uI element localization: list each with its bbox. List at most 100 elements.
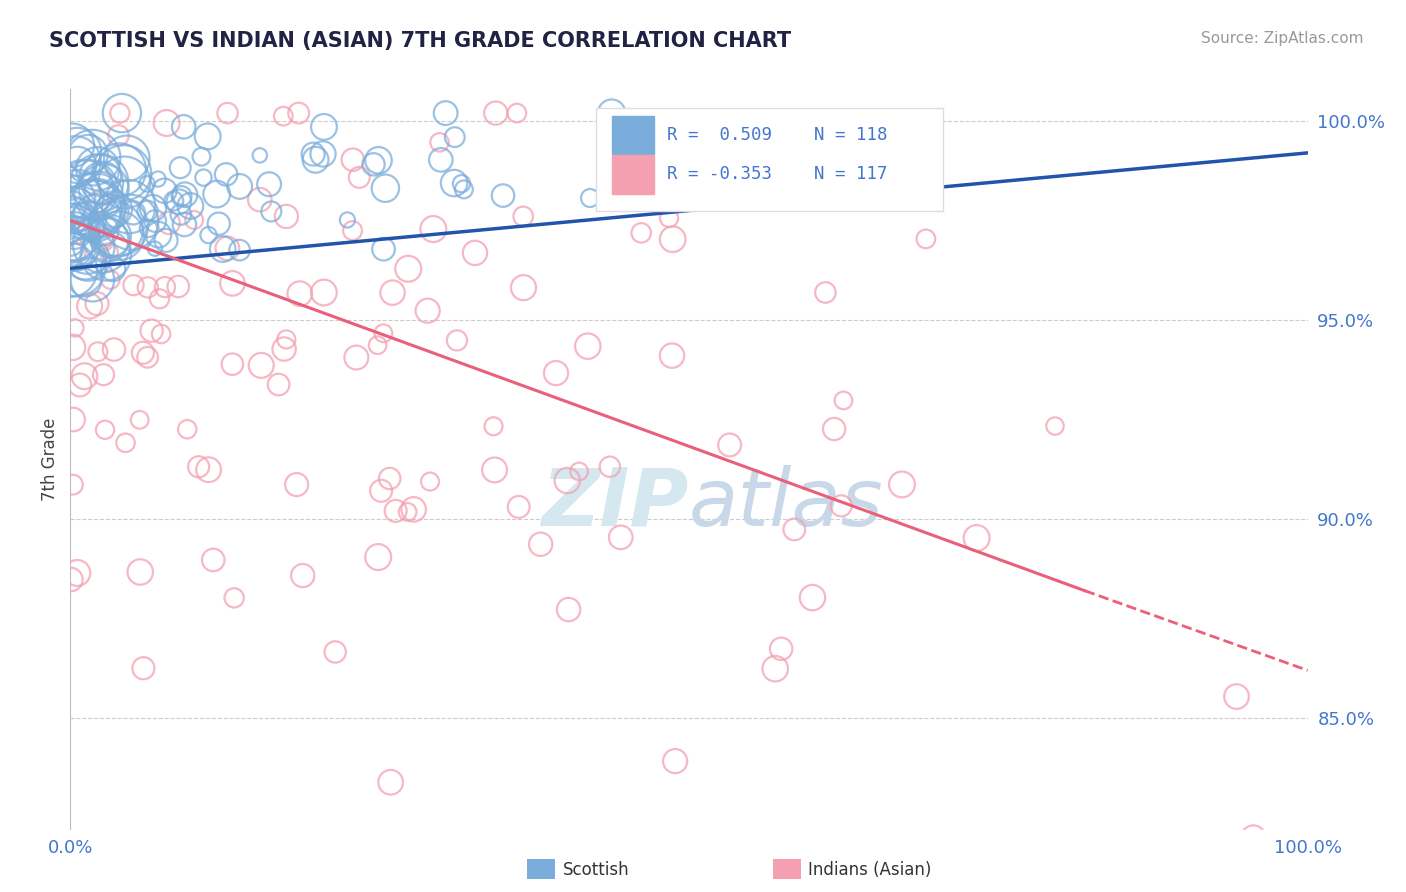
Point (157, 216, 180, 230)
Point (128, 413, 150, 427)
Point (668, 156, 690, 170)
Point (416, 303, 439, 318)
Point (579, 191, 602, 205)
Point (273, 342, 295, 356)
Point (60, 210, 83, 224)
Point (202, 553, 225, 567)
Point (155, 116, 177, 130)
Point (801, 591, 824, 605)
Point (155, 233, 177, 247)
Point (80, 222, 103, 236)
Point (446, 334, 468, 348)
Point (146, 172, 169, 186)
Point (506, 106, 529, 120)
Text: ZIP: ZIP (541, 465, 689, 543)
Point (62, 203, 84, 218)
Text: Indians (Asian): Indians (Asian) (808, 861, 932, 879)
Point (60, 226, 83, 240)
Point (75, 252, 97, 266)
Point (87, 344, 110, 359)
Point (89, 176, 111, 190)
Point (76, 240, 98, 254)
Point (492, 188, 515, 202)
Point (86, 211, 108, 225)
Point (179, 199, 201, 213)
Point (100, 204, 122, 219)
Point (276, 210, 298, 224)
Point (77, 182, 100, 196)
Point (718, 438, 741, 452)
Point (65, 245, 87, 260)
Point (312, 285, 335, 300)
Point (98, 273, 121, 287)
Point (107, 128, 129, 143)
Point (211, 242, 233, 256)
Point (215, 168, 238, 182)
Point (557, 602, 579, 616)
Point (141, 324, 163, 338)
Point (1241, 830, 1264, 845)
Point (367, 550, 389, 565)
Point (153, 184, 176, 198)
Point (302, 147, 325, 161)
Point (62, 477, 84, 491)
Point (66, 226, 89, 240)
Point (77, 252, 100, 267)
Point (59, 573, 82, 587)
Point (658, 211, 681, 225)
Point (94, 248, 117, 262)
Point (482, 419, 505, 434)
Point (94, 423, 117, 437)
Point (176, 422, 198, 436)
Point (142, 201, 165, 215)
Point (422, 222, 444, 236)
Point (82, 151, 104, 165)
Point (342, 153, 364, 167)
Point (267, 377, 290, 392)
Point (112, 166, 135, 180)
Point (63, 239, 86, 253)
Point (249, 193, 271, 207)
Point (485, 106, 508, 120)
Point (173, 120, 195, 134)
Point (323, 645, 346, 659)
Point (174, 187, 197, 202)
Point (250, 359, 273, 373)
Point (93, 182, 115, 196)
Point (103, 343, 125, 357)
Point (915, 232, 938, 246)
Point (97, 245, 120, 260)
Point (60, 238, 83, 252)
Point (287, 106, 309, 120)
Point (148, 292, 170, 306)
Point (430, 153, 453, 167)
Point (1225, 690, 1247, 704)
Point (90, 231, 112, 245)
Point (664, 754, 686, 768)
Point (65, 260, 87, 274)
Point (63, 321, 86, 335)
Point (610, 530, 633, 544)
Point (108, 106, 131, 120)
Point (349, 170, 371, 185)
Point (73, 182, 96, 196)
Point (86, 202, 108, 217)
Point (59, 241, 82, 255)
Point (148, 227, 170, 242)
Point (63, 223, 86, 237)
Point (576, 339, 599, 353)
Point (66, 145, 89, 159)
Point (60, 138, 83, 153)
Point (363, 157, 385, 171)
Point (890, 477, 912, 491)
Point (87, 189, 110, 203)
Text: Source: ZipAtlas.com: Source: ZipAtlas.com (1201, 31, 1364, 46)
Point (190, 150, 212, 164)
FancyBboxPatch shape (612, 155, 654, 194)
Point (814, 285, 837, 300)
Point (150, 326, 173, 341)
Point (136, 203, 159, 218)
Point (344, 351, 367, 365)
Point (122, 278, 145, 293)
Point (93, 368, 115, 382)
